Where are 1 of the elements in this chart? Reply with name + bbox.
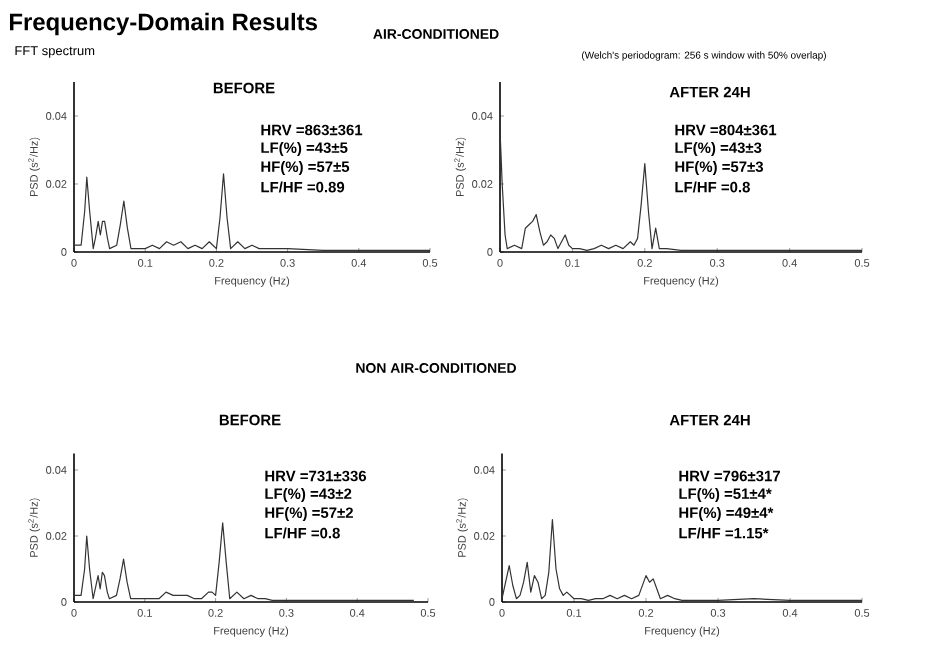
- text: Frequency-Domain Results: [9, 12, 317, 36]
